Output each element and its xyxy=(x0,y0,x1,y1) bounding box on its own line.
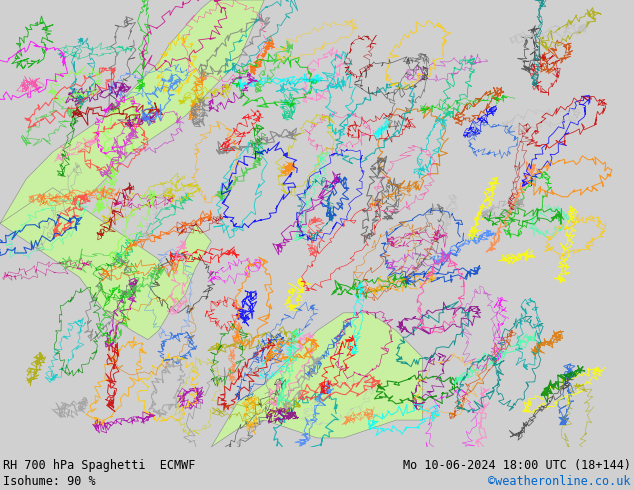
Text: RH 700 hPa Spaghetti  ECMWF: RH 700 hPa Spaghetti ECMWF xyxy=(3,459,195,472)
Text: Mo 10-06-2024 18:00 UTC (18+144): Mo 10-06-2024 18:00 UTC (18+144) xyxy=(403,459,631,472)
Text: ©weatheronline.co.uk: ©weatheronline.co.uk xyxy=(488,475,631,488)
Text: Isohume: 90 %: Isohume: 90 % xyxy=(3,475,96,488)
